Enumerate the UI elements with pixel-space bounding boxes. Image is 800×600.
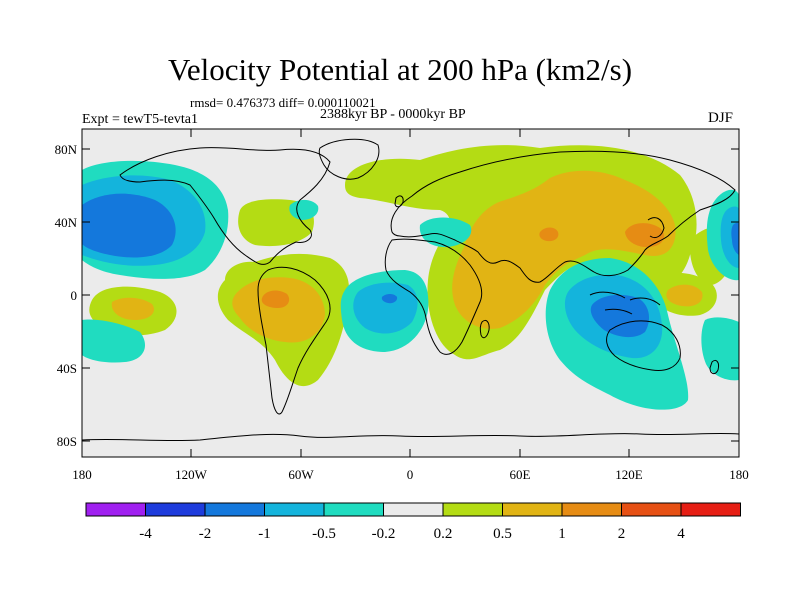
japan-core [625, 223, 665, 248]
colorbar-label: -0.5 [312, 526, 336, 542]
asia-orange-region [452, 170, 676, 329]
atlantic-core [381, 294, 398, 304]
period-text: 2388kyr BP - 0000kyr BP [320, 107, 466, 122]
colorbar-label: 0.2 [434, 526, 453, 542]
europe-negative-region [419, 217, 472, 248]
new-zealand-coastline [709, 359, 719, 375]
map-title: Velocity Potential at 200 hPa (km2/s) [167, 52, 633, 87]
colorbar-label: 4 [677, 526, 685, 542]
madagascar-coastline [479, 319, 490, 339]
colorbar-label: -0.2 [372, 526, 396, 542]
colorbar-swatch [502, 502, 563, 517]
colorbar-label: -2 [199, 526, 212, 542]
lon-label-60e: 60E [510, 467, 531, 482]
indonesia-core [590, 294, 650, 338]
stronger-positive-regions [261, 223, 665, 308]
east-pacific-orange-region [111, 297, 155, 320]
colorbar-label: 1 [558, 526, 566, 542]
atlantic-mid [353, 282, 418, 334]
south-pacific-negative-region [82, 319, 145, 363]
latitude-labels: 80N 40N 0 40S 80S [55, 142, 78, 449]
west-pacific-orange-region [666, 284, 703, 307]
colorbar-swatch [561, 502, 622, 517]
colorbar-swatch [442, 502, 503, 517]
lat-label-40n: 40N [55, 215, 78, 230]
colorbar-swatch [264, 502, 325, 517]
indonesia-coastline [589, 291, 661, 315]
africa-coastline [384, 238, 483, 355]
amazon-core [261, 290, 290, 308]
lon-label-60w: 60W [288, 467, 314, 482]
lat-label-0: 0 [71, 288, 78, 303]
tibet-core [539, 227, 559, 242]
season-label: DJF [708, 110, 734, 126]
colorbar-swatch [383, 502, 444, 517]
stats-text: rmsd= 0.476373 diff= 0.000110021 [190, 95, 376, 110]
british-isles-coastline [394, 195, 404, 208]
colorbar: -4 -2 -1 -0.5 -0.2 0.2 0.5 1 2 4 [85, 502, 741, 542]
lon-label-0: 0 [407, 467, 414, 482]
colorbar-swatch [323, 502, 384, 517]
colorbar-label: -1 [258, 526, 271, 542]
south-america-orange-region [232, 277, 325, 343]
colorbar-swatch [85, 502, 146, 517]
colorbar-swatch [621, 502, 682, 517]
map-area [82, 129, 739, 457]
axis-ticks [81, 129, 739, 457]
australia-coastline [606, 320, 681, 371]
colorbar-swatch [680, 502, 741, 517]
colorbar-label: 2 [618, 526, 626, 542]
colorbar-swatch [145, 502, 206, 517]
north-atlantic-negative-region [289, 199, 319, 220]
colorbar-label: 0.5 [493, 526, 512, 542]
greenland-coastline [318, 138, 380, 180]
colorbar-swatch [204, 502, 265, 517]
antarctica-coastline [82, 432, 739, 442]
eurasia-coastline [390, 150, 736, 283]
east-edge-core [731, 222, 739, 255]
lon-label-180w: 180 [72, 467, 92, 482]
coastlines [82, 138, 739, 442]
lat-label-40s: 40S [57, 361, 77, 376]
lon-label-180e: 180 [729, 467, 749, 482]
lat-label-80n: 80N [55, 142, 78, 157]
lon-label-120w: 120W [175, 467, 208, 482]
lat-label-80s: 80S [57, 434, 77, 449]
longitude-labels: 180 120W 60W 0 60E 120E 180 [72, 467, 749, 482]
negative-strong-regions [82, 193, 739, 338]
strong-positive-regions [111, 170, 703, 343]
colorbar-label: -4 [139, 526, 152, 542]
north-america-coastline [119, 147, 331, 265]
experiment-label: Expt = tewT5-tevta1 [82, 112, 198, 127]
japan-coastline [647, 217, 665, 239]
south-america-coastline [257, 266, 331, 415]
north-pacific-core [82, 193, 176, 258]
lon-label-120e: 120E [615, 467, 643, 482]
